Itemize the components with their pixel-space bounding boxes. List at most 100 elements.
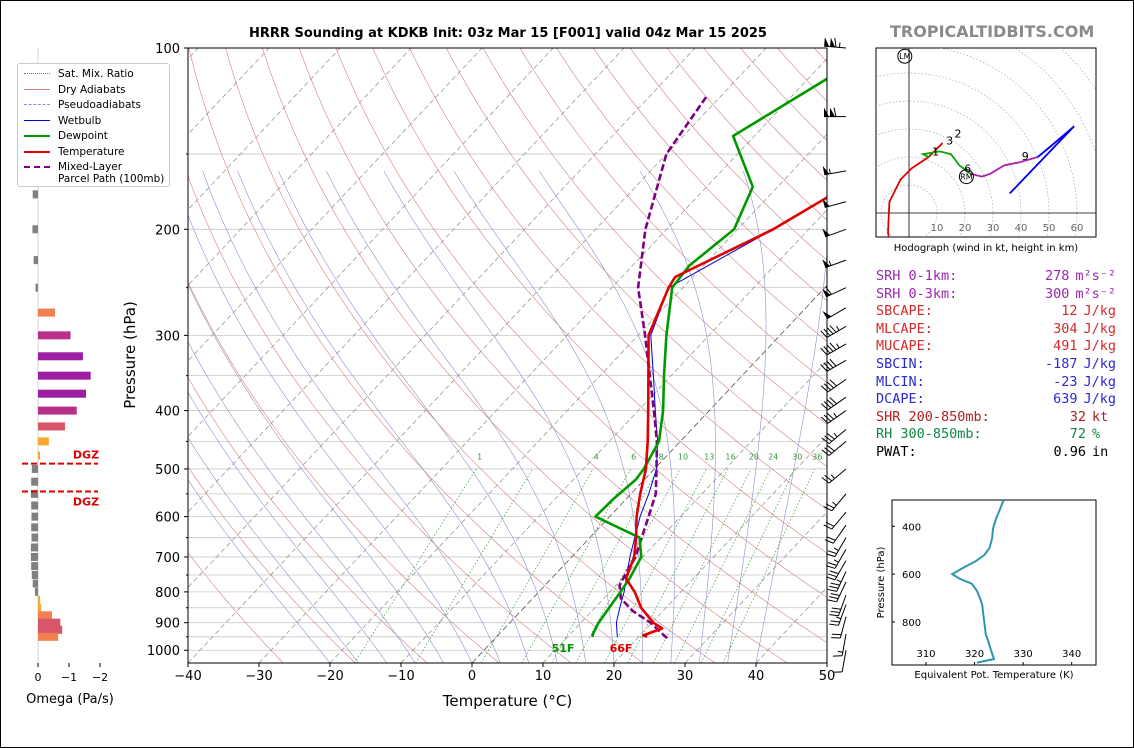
hodograph-ring-label: 30	[987, 223, 1000, 234]
mixing-ratio-line	[653, 468, 752, 663]
legend-item: Wetbulb	[24, 115, 101, 127]
mixing-ratio-line	[674, 468, 771, 663]
isotherm-line	[188, 48, 696, 589]
omega-bar	[33, 256, 38, 265]
parcel-path-line	[618, 94, 709, 640]
omega-bar	[38, 406, 77, 415]
mixing-ratio-line	[627, 468, 729, 663]
dry-adiabat	[593, 48, 827, 301]
index-value: 72	[1069, 426, 1086, 443]
index-value: 0.96	[1053, 443, 1086, 460]
hodograph-ring-label: 40	[1015, 223, 1028, 234]
theta-e-x-tick-label: 340	[1062, 649, 1081, 660]
theta-e-y-axis-label: Pressure (hPa)	[876, 547, 887, 619]
omega-bar	[31, 570, 38, 579]
wind-barb	[821, 441, 847, 456]
isotherm-line	[613, 435, 827, 663]
index-row: MLCAPE: 304 J/kg	[876, 321, 1116, 339]
index-unit: kt	[1092, 408, 1109, 425]
wind-barb	[824, 524, 847, 544]
storm-motion-label: LM	[899, 52, 910, 61]
hodograph-ring-label: 10	[931, 223, 944, 234]
x-tick-label: 40	[748, 669, 765, 684]
omega-tick-label: −2	[92, 671, 108, 684]
wind-barb	[826, 537, 847, 558]
wind-barb	[826, 560, 847, 581]
y-axis-label: Pressure (hPa)	[121, 301, 139, 409]
omega-bar	[31, 533, 38, 542]
dry-adiabat	[556, 48, 827, 342]
index-label: SRH 0-3km:	[876, 285, 958, 302]
wind-barb	[822, 307, 847, 320]
isotherm-line	[684, 511, 827, 663]
index-label: SHR 200-850mb:	[876, 408, 990, 425]
index-row: PWAT: 0.96 in	[876, 444, 1116, 462]
mixing-ratio-line	[604, 468, 707, 663]
index-label: MLCIN:	[876, 373, 925, 390]
wind-barb	[823, 493, 847, 512]
wind-barb	[822, 198, 847, 208]
omega-bar	[32, 579, 38, 588]
omega-bar	[38, 308, 56, 317]
dry-adiabat	[519, 48, 827, 383]
omega-bar	[30, 552, 38, 561]
x-axis-label: Temperature (°C)	[442, 692, 572, 710]
hodograph-segment	[970, 156, 1039, 178]
pseudoadiabat	[278, 170, 558, 663]
index-row: MUCAPE: 491 J/kg	[876, 338, 1116, 356]
pseudoadiabat	[538, 170, 676, 663]
index-value: 491	[1053, 338, 1078, 355]
wind-barb	[820, 378, 847, 393]
theta-e-y-tick-label: 600	[902, 570, 921, 581]
index-label: SRH 0-1km:	[876, 268, 958, 284]
y-tick-label: 200	[155, 223, 180, 238]
y-tick-label: 800	[155, 586, 180, 601]
dry-adiabat	[225, 48, 716, 663]
omega-bar	[34, 587, 38, 596]
legend-swatch	[24, 115, 50, 125]
omega-bar	[38, 632, 59, 641]
x-tick-label: 10	[535, 669, 552, 684]
legend-label: Temperature	[58, 145, 125, 158]
index-value: 639	[1053, 391, 1078, 408]
dewpoint-line	[591, 77, 827, 637]
omega-bar	[38, 331, 71, 340]
wind-barb	[823, 511, 847, 530]
pseudoadiabat	[639, 170, 716, 663]
index-row: MLCIN: -23 J/kg	[876, 374, 1116, 392]
omega-bar	[30, 543, 38, 552]
mixing-ratio-label: 16	[725, 453, 735, 462]
index-label: PWAT:	[876, 443, 917, 460]
wind-barb	[822, 286, 847, 298]
omega-bar	[31, 562, 38, 571]
legend-label: Dry Adiabats	[58, 83, 126, 96]
isotherm-line	[258, 58, 827, 663]
legend-item: Temperature	[24, 146, 125, 158]
index-label: DCAPE:	[876, 391, 925, 408]
dry-adiabat	[188, 48, 644, 663]
index-value: 12	[1061, 303, 1078, 320]
omega-bar	[38, 371, 91, 380]
dry-adiabat	[372, 48, 827, 554]
temperature-line	[624, 195, 827, 639]
index-row: SBCAPE: 12 J/kg	[876, 303, 1116, 321]
index-unit: J/kg	[1083, 373, 1116, 390]
y-tick-label: 1000	[147, 644, 180, 659]
isotherm-line	[188, 48, 767, 663]
omega-bar	[32, 225, 38, 234]
theta-e-x-tick-label: 330	[1014, 649, 1033, 660]
wind-barb	[820, 325, 847, 338]
x-tick-label: 30	[677, 669, 694, 684]
pseudoadiabat	[326, 170, 586, 663]
wind-barb	[820, 410, 847, 424]
legend-swatch	[24, 99, 50, 109]
omega-bar	[31, 512, 38, 521]
hodograph-height-label: 9	[1022, 150, 1029, 163]
index-row: SRH 0-3km: 300 m²s⁻²	[876, 286, 1116, 304]
dry-adiabat	[335, 48, 827, 598]
plot-area-border	[187, 47, 828, 664]
wind-barb	[821, 468, 847, 484]
mixing-ratio-line	[480, 468, 594, 663]
mixing-ratio-label: 30	[792, 453, 802, 462]
legend-item: Pseudoadiabats	[24, 99, 141, 111]
